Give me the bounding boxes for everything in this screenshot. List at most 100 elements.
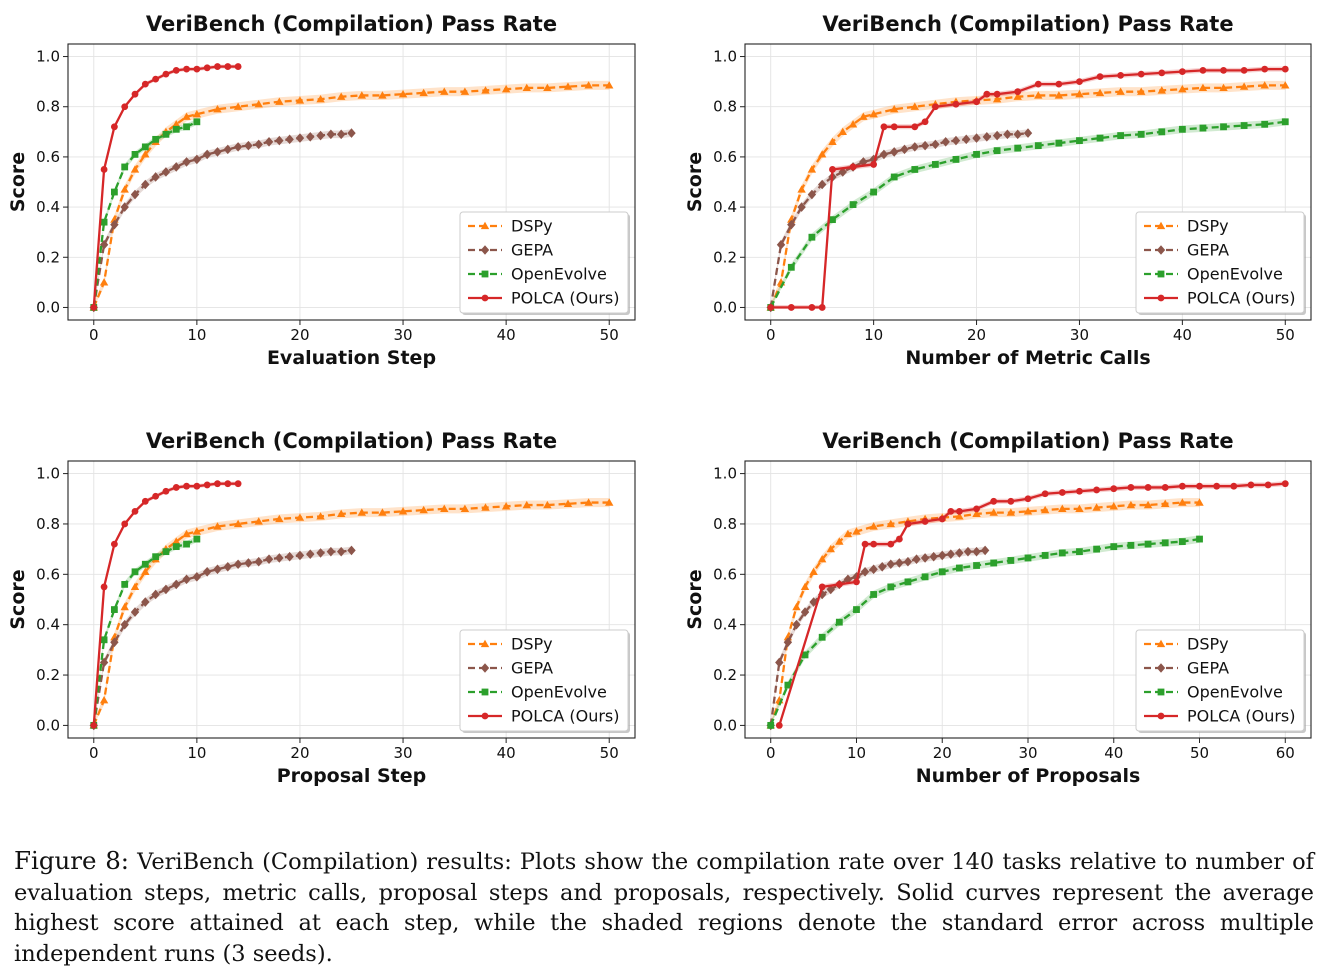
y-axis-label: Score [684,569,706,629]
y-tick-label: 0.6 [713,565,737,583]
series-gepa [766,128,1033,313]
x-tick-label: 50 [600,744,619,762]
data-point [440,87,449,95]
chart-panel-4: 0 10 20 30 40 50 60 0.0 0.2 0.4 0.6 0.8 1.0 VeriBench… [684,429,1312,787]
data-point [398,507,408,515]
data-point [983,90,991,98]
data-point [1220,66,1227,74]
data-point [838,167,847,177]
x-tick-label: 20 [967,326,986,344]
x-tick-label: 0 [89,744,99,762]
data-point [182,574,191,585]
data-point [1023,507,1033,515]
data-point [141,179,150,190]
legend-marker [481,712,489,720]
data-point [110,637,119,648]
data-point [990,559,998,567]
data-point [316,95,325,103]
data-point [151,172,160,182]
data-point [1281,65,1289,73]
data-point [900,144,909,155]
data-point [326,129,336,140]
data-point [904,578,912,586]
data-point [818,583,826,591]
data-point [285,134,294,145]
data-point [808,233,816,241]
data-point [336,129,346,140]
data-point [605,498,614,506]
series-gepa [89,128,356,313]
y-tick-label: 0.6 [36,148,60,166]
data-point [1034,80,1042,88]
data-point [890,123,898,131]
data-point [141,150,150,158]
x-tick-label: 30 [393,326,412,344]
x-tick-label: 40 [1173,326,1192,344]
legend-marker [480,663,490,673]
data-point [378,91,387,99]
data-point [1110,485,1118,493]
data-point [1240,122,1248,129]
x-tick-label: 30 [1070,326,1089,344]
data-point [295,513,305,521]
data-point [1034,91,1043,99]
data-point [264,554,274,565]
data-point [931,139,940,150]
data-point [336,546,346,557]
data-point [1161,484,1169,491]
plot-area [89,63,614,313]
data-point [767,722,775,729]
data-point [183,540,190,548]
data-point [1220,123,1227,131]
data-point [244,558,253,568]
legend-box [1135,211,1305,314]
legend-marker [1157,688,1165,696]
data-point [99,278,109,286]
data-point [213,147,222,157]
data-point [1116,87,1125,95]
x-tick-label: 50 [1190,744,1209,762]
data-point [162,548,170,556]
data-point [1247,481,1255,489]
data-point [1126,500,1136,509]
axes-frame [744,43,1312,321]
data-point [605,81,614,89]
legend: DSPy GEPA OpenEvolve POLCA (Ours) [459,629,630,733]
data-point [1144,540,1152,548]
y-tick-label: 0.0 [713,716,737,734]
data-point [193,482,201,490]
legend-label: OpenEvolve [1187,683,1283,702]
data-point [223,144,232,155]
data-point [1178,538,1186,545]
series-polca-ours [775,480,1289,729]
x-axis-label: Number of Proposals [916,765,1141,787]
data-point [860,567,870,577]
data-point [100,218,108,226]
data-point [192,110,202,118]
data-point [234,480,242,488]
data-point [100,166,108,173]
y-axis-label: Score [7,152,29,212]
data-point [1007,497,1015,505]
legend: DSPy GEPA OpenEvolve POLCA (Ours) [1135,629,1306,733]
plot-area [766,480,1289,731]
data-point [141,497,149,505]
data-point [1127,484,1135,491]
data-point [90,722,98,729]
data-point [952,156,960,163]
data-point [1178,482,1186,490]
series-openevolve [767,535,1203,729]
data-point [357,508,367,516]
data-point [1230,482,1238,490]
data-point [1014,88,1022,96]
data-point [152,553,160,561]
y-tick-label: 0.4 [713,198,737,216]
x-tick-label: 10 [187,744,206,762]
data-point [584,81,593,89]
data-point [1007,557,1015,564]
legend-label: DSPy [511,635,553,654]
data-point [990,497,998,505]
data-point [131,151,139,158]
data-point [951,135,961,146]
data-point [1076,78,1083,86]
